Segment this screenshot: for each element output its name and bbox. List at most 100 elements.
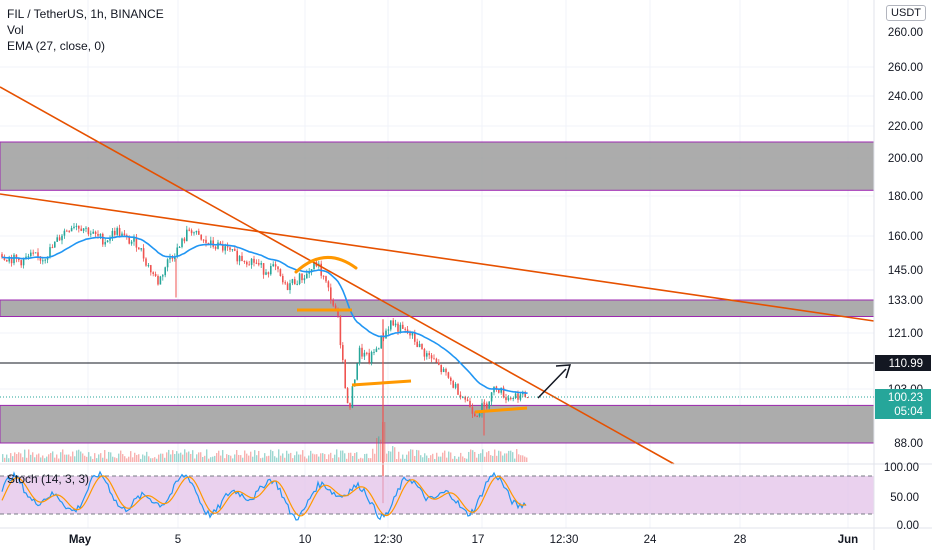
indicator-vol-label[interactable]: Vol: [7, 23, 24, 37]
candle-body: [450, 377, 452, 381]
volume-bar: [488, 451, 490, 462]
candle-body: [39, 256, 42, 261]
volume-bar: [120, 450, 122, 462]
volume-bar: [446, 457, 448, 462]
volume-bar: [260, 458, 262, 462]
stoch-indicator-label[interactable]: Stoch (14, 3, 3): [7, 472, 90, 486]
volume-bar: [80, 451, 82, 462]
volume-bar: [396, 458, 398, 462]
volume-bar: [208, 458, 210, 462]
volume-bar: [424, 453, 426, 462]
candle-body: [142, 248, 145, 259]
volume-bar: [186, 452, 188, 462]
candle-body: [15, 254, 18, 259]
volume-bar: [88, 452, 90, 462]
volume-bar: [46, 456, 48, 462]
volume-bar: [522, 455, 524, 462]
volume-bar: [290, 452, 292, 462]
price-tick-label: 200.00: [888, 153, 923, 165]
volume-bar: [58, 458, 60, 462]
candle-body: [339, 315, 342, 346]
candle-body: [32, 252, 34, 254]
volume-bar: [244, 450, 246, 462]
volume-bar: [184, 449, 186, 462]
currency-badge[interactable]: USDT: [886, 5, 926, 21]
volume-bar: [518, 454, 520, 462]
support-mark-2: [351, 379, 412, 387]
volume-bar: [362, 458, 364, 462]
candle-body: [342, 345, 344, 360]
candle-body: [481, 403, 483, 414]
volume-bar: [426, 455, 428, 462]
volume-bar: [98, 454, 100, 462]
volume-bar: [102, 457, 104, 462]
candle-body: [186, 229, 188, 242]
volume-bar: [210, 457, 212, 462]
candle-body: [308, 271, 310, 274]
indicator-ema-label[interactable]: EMA (27, close, 0): [7, 39, 106, 53]
candle-body: [85, 227, 87, 229]
candle-body: [524, 391, 526, 398]
volume-bar: [130, 451, 132, 462]
candle-body: [286, 283, 289, 291]
volume-bar: [436, 452, 438, 462]
ema-line: [1, 235, 528, 394]
candle-body: [274, 264, 277, 267]
volume-bar: [180, 452, 182, 462]
candle-body: [212, 240, 214, 247]
candle-body: [306, 273, 308, 279]
candle-body: [154, 273, 157, 276]
volume-bar: [330, 452, 332, 462]
volume-bar: [150, 458, 152, 462]
candle-body: [394, 323, 397, 326]
candle-body: [498, 389, 500, 393]
volume-bar: [114, 457, 116, 462]
price-tick-label: 133.00: [888, 295, 923, 307]
candle-body: [150, 265, 152, 273]
volume-bar: [366, 453, 368, 462]
candle-body: [109, 238, 111, 241]
volume-bar: [92, 458, 94, 462]
volume-bar: [476, 457, 478, 462]
candle-body: [159, 276, 162, 285]
candle-body: [421, 343, 423, 349]
volume-bar: [84, 455, 86, 462]
volume-bar: [216, 453, 218, 462]
volume-bar: [318, 456, 320, 462]
volume-bar: [270, 449, 272, 462]
candle-body: [58, 237, 61, 241]
candle-body: [207, 242, 210, 245]
volume-bar: [452, 458, 454, 462]
volume-bar: [324, 454, 326, 462]
volume-bar: [298, 454, 300, 462]
last-price-badge-text: 100.23: [888, 392, 923, 404]
volume-bar: [388, 451, 390, 462]
volume-bar: [160, 453, 162, 462]
volume-bar: [416, 449, 418, 462]
volume-bar: [370, 458, 372, 462]
candle-body: [334, 305, 337, 309]
time-tick-label: 28: [734, 534, 747, 546]
candle-body: [135, 237, 138, 248]
symbol-title[interactable]: FIL / TetherUS, 1h, BINANCE: [7, 7, 164, 21]
candle-body: [426, 353, 428, 357]
candle-body: [174, 256, 176, 259]
volume-bar: [414, 455, 416, 462]
volume-bar: [132, 457, 134, 462]
time-tick-label: 10: [299, 534, 312, 546]
volume-bar: [20, 453, 22, 462]
candle-body: [145, 258, 147, 266]
volume-bar: [228, 454, 230, 462]
candle-body: [289, 283, 291, 291]
candle-body: [226, 246, 229, 248]
volume-bar: [246, 453, 248, 462]
volume-bar: [250, 451, 252, 462]
volume-bar: [474, 451, 476, 462]
candle-body: [217, 242, 219, 249]
support-mark-3: [474, 406, 528, 414]
price-tick-label-partial: 260.00: [888, 27, 923, 39]
candle-body: [277, 266, 279, 270]
candle-body: [514, 393, 517, 398]
